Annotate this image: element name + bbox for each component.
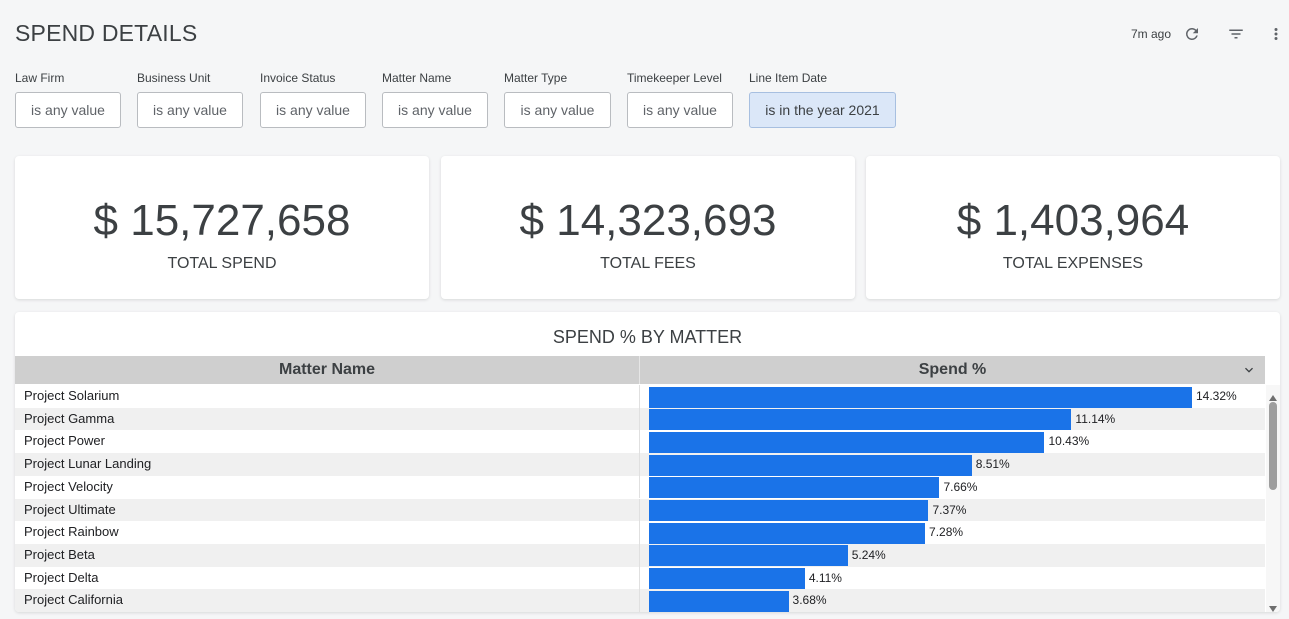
filter-invoice-status: Invoice Status is any value [260, 71, 366, 128]
refresh-icon[interactable] [1182, 24, 1202, 44]
column-divider [639, 566, 640, 590]
kpi-value: $ 15,727,658 [93, 196, 351, 245]
filter-value-button[interactable]: is any value [382, 92, 488, 128]
page-title: SPEND DETAILS [15, 20, 198, 46]
matter-name-cell: Project Delta [24, 569, 99, 585]
kpi-value: $ 14,323,693 [519, 196, 777, 245]
more-vert-icon[interactable] [1266, 24, 1286, 44]
header-actions: 7m ago [1089, 24, 1289, 44]
spend-percent-label: 4.11% [808, 570, 842, 585]
kpi-value: $ 1,403,964 [956, 196, 1190, 245]
matter-name-cell: Project California [24, 592, 123, 608]
spend-percent-label: 7.66% [943, 479, 978, 494]
matter-name-cell: Project Rainbow [24, 524, 119, 540]
filter-matter-type: Matter Type is any value [504, 71, 611, 128]
table-row[interactable]: Project Solarium 14.32% [15, 385, 1265, 408]
matter-name-cell: Project Gamma [24, 410, 115, 426]
filter-line-item-date: Line Item Date is in the year 2021 [749, 71, 896, 128]
table-row[interactable]: Project Power 10.43% [15, 430, 1265, 454]
scrollbar-thumb[interactable] [1269, 402, 1277, 490]
matter-name-cell: Project Power [24, 433, 105, 449]
spend-bar [649, 568, 805, 590]
filter-value-button[interactable]: is any value [15, 92, 121, 128]
spend-bar [649, 545, 848, 567]
spend-percent-label: 10.43% [1048, 434, 1090, 449]
column-divider [639, 407, 640, 431]
kpi-label: TOTAL FEES [600, 255, 696, 272]
column-divider [639, 543, 640, 567]
spend-by-matter-panel: SPEND % BY MATTER Matter Name Spend % Pr… [15, 312, 1280, 612]
spend-percent-label: 8.51% [975, 457, 1010, 472]
filter-value-button[interactable]: is any value [504, 92, 611, 128]
column-divider [639, 498, 640, 522]
filter-bar: Law Firm is any value Business Unit is a… [15, 71, 1289, 131]
filter-law-firm: Law Firm is any value [15, 71, 121, 128]
table-body: Project Solarium 14.32% Project Gamma 11.14… [15, 385, 1265, 612]
filter-label: Invoice Status [260, 71, 336, 85]
filter-timekeeper-level: Timekeeper Level is any value [627, 71, 733, 128]
column-header-matter-name[interactable]: Matter Name [278, 361, 376, 378]
column-header-spend-percent[interactable]: Spend % [918, 361, 987, 378]
filter-matter-name: Matter Name is any value [382, 71, 488, 128]
filter-icon[interactable] [1226, 24, 1246, 44]
matter-name-cell: Project Lunar Landing [24, 456, 152, 472]
table-row[interactable]: Project Velocity 7.66% [15, 475, 1265, 499]
spend-percent-label: 11.14% [1075, 411, 1116, 426]
column-divider [639, 475, 640, 499]
spend-percent-label: 3.68% [792, 593, 827, 608]
filter-value-button[interactable]: is any value [260, 92, 366, 128]
last-updated-text: 7m ago [1130, 27, 1171, 41]
spend-bar [649, 590, 789, 612]
filter-label: Timekeeper Level [627, 71, 722, 85]
vertical-scrollbar[interactable] [1266, 385, 1280, 612]
spend-bar [649, 409, 1072, 431]
table-row[interactable]: Project Beta 5.24% [15, 543, 1265, 567]
spend-bar [649, 500, 929, 521]
table-row[interactable]: Project Gamma 11.14% [15, 407, 1265, 431]
spend-percent-label: 14.32% [1196, 389, 1237, 403]
column-divider [639, 589, 640, 612]
column-divider [639, 385, 640, 408]
filter-label: Business Unit [137, 71, 211, 85]
filter-value-button[interactable]: is any value [627, 92, 733, 128]
spend-bar [649, 386, 1192, 408]
scroll-up-arrow-icon[interactable] [1269, 389, 1277, 401]
column-divider [639, 521, 640, 544]
column-divider [639, 453, 640, 476]
column-divider [639, 356, 640, 384]
spend-bar [649, 522, 926, 544]
table-row[interactable]: Project California 3.68% [15, 589, 1265, 612]
kpi-card-total-spend: $ 15,727,658 TOTAL SPEND [15, 156, 429, 299]
kpi-card-total-fees: $ 14,323,693 TOTAL FEES [441, 156, 855, 299]
scroll-down-arrow-icon[interactable] [1269, 600, 1277, 612]
filter-value-button-active[interactable]: is in the year 2021 [749, 92, 896, 128]
kpi-card-total-expenses: $ 1,403,964 TOTAL EXPENSES [866, 156, 1280, 299]
filter-label: Matter Type [504, 71, 568, 85]
filter-label: Law Firm [15, 71, 65, 85]
filter-value-button[interactable]: is any value [137, 92, 243, 128]
spend-bar [649, 477, 940, 499]
matter-name-cell: Project Solarium [24, 388, 120, 403]
filter-label: Line Item Date [749, 71, 828, 85]
table-row[interactable]: Project Delta 4.11% [15, 566, 1265, 590]
table-row[interactable]: Project Rainbow 7.28% [15, 521, 1265, 544]
spend-bar [649, 431, 1045, 453]
spend-percent-label: 7.28% [929, 525, 964, 540]
table-row[interactable]: Project Ultimate 7.37% [15, 498, 1265, 522]
kpi-label: TOTAL EXPENSES [1002, 255, 1144, 272]
table-header: Matter Name Spend % [15, 356, 1265, 384]
spend-bar [649, 454, 972, 476]
spend-percent-label: 5.24% [851, 547, 886, 562]
matter-name-cell: Project Ultimate [24, 501, 116, 517]
table-title: SPEND % BY MATTER [552, 327, 743, 347]
column-divider [639, 430, 640, 454]
sort-chevron-down-icon[interactable] [1241, 362, 1257, 378]
spend-percent-label: 7.37% [932, 502, 967, 517]
matter-name-cell: Project Velocity [24, 478, 113, 494]
kpi-label: TOTAL SPEND [167, 255, 277, 272]
filter-business-unit: Business Unit is any value [137, 71, 243, 128]
filter-label: Matter Name [382, 71, 452, 85]
matter-name-cell: Project Beta [24, 546, 95, 562]
table-row[interactable]: Project Lunar Landing 8.51% [15, 453, 1265, 476]
